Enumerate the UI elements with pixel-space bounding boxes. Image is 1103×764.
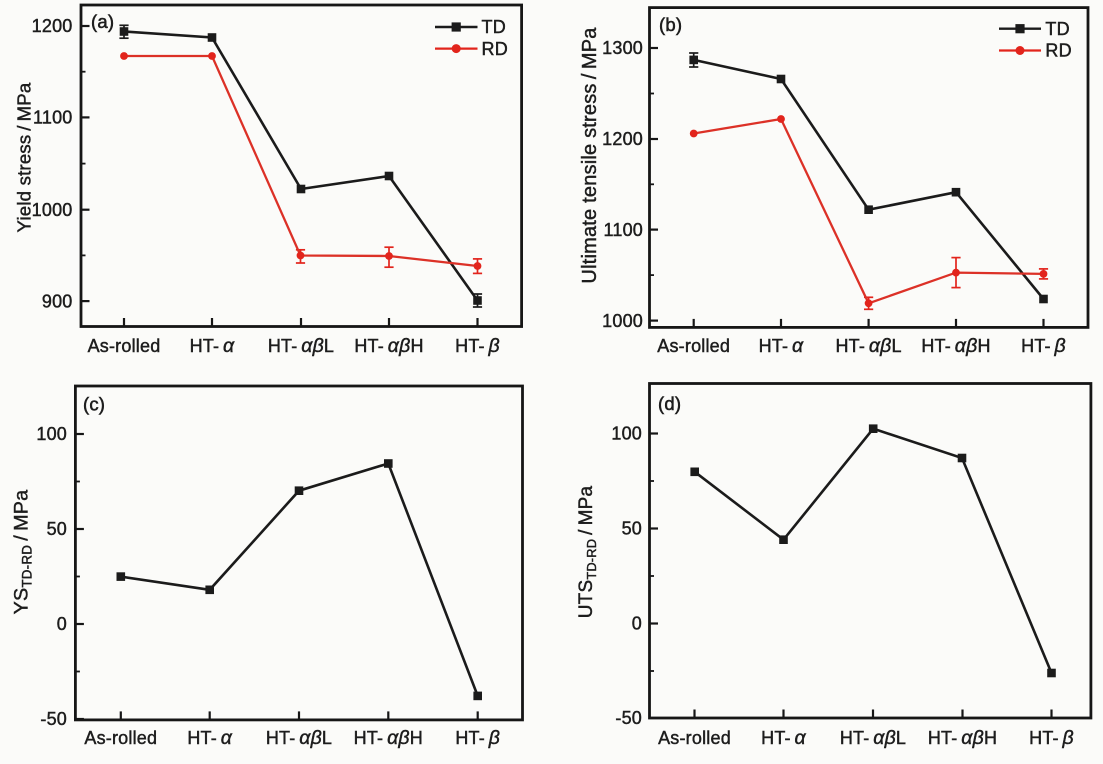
svg-text:HT- β: HT- β (1021, 335, 1066, 357)
svg-text:RD: RD (1045, 41, 1071, 61)
svg-text:0: 0 (57, 614, 67, 634)
svg-text:As-rolled: As-rolled (84, 728, 157, 748)
svg-text:HT- αβH: HT- αβH (928, 727, 997, 749)
svg-text:As-rolled: As-rolled (658, 728, 731, 748)
svg-text:TD: TD (482, 17, 506, 37)
svg-text:HT- αβH: HT- αβH (921, 335, 990, 357)
svg-text:HT- α: HT- α (761, 727, 806, 749)
svg-text:HT- α: HT- α (187, 727, 232, 749)
svg-text:1100: 1100 (603, 220, 643, 240)
svg-text:1000: 1000 (32, 200, 73, 220)
svg-text:100: 100 (611, 424, 642, 444)
svg-text:-50: -50 (615, 708, 642, 728)
svg-text:HT- αβH: HT- αβH (354, 727, 423, 749)
svg-text:(a): (a) (91, 11, 114, 32)
svg-text:50: 50 (622, 519, 642, 539)
svg-text:HT- αβH: HT- αβH (354, 335, 423, 357)
svg-text:100: 100 (36, 424, 67, 444)
svg-text:HT- αβL: HT- αβL (840, 727, 906, 749)
svg-text:1100: 1100 (33, 108, 73, 128)
svg-text:1200: 1200 (602, 129, 643, 149)
svg-text:As-rolled: As-rolled (657, 336, 730, 356)
svg-text:As-rolled: As-rolled (88, 336, 161, 356)
svg-text:-50: -50 (40, 709, 67, 729)
svg-text:HT- α: HT- α (759, 335, 804, 357)
svg-text:TD: TD (1045, 19, 1069, 39)
svg-text:HT- β: HT- β (455, 335, 500, 357)
svg-text:0: 0 (632, 614, 642, 634)
svg-text:HT- αβL: HT- αβL (268, 335, 334, 357)
svg-text:(d): (d) (658, 393, 681, 414)
svg-text:UTSTD-RD / MPa: UTSTD-RD / MPa (576, 485, 599, 618)
svg-text:(b): (b) (659, 14, 682, 35)
svg-text:(c): (c) (83, 394, 105, 415)
svg-text:HT- β: HT- β (1029, 727, 1074, 749)
svg-text:1000: 1000 (602, 311, 643, 331)
svg-text:Ultimate tensile stress / MPa: Ultimate tensile stress / MPa (579, 27, 601, 284)
svg-text:1300: 1300 (602, 38, 643, 58)
svg-text:1200: 1200 (32, 16, 73, 36)
svg-text:HT- α: HT- α (190, 335, 235, 357)
svg-text:HT- β: HT- β (455, 727, 500, 749)
svg-text:RD: RD (482, 39, 508, 59)
svg-text:HT- αβL: HT- αβL (266, 727, 332, 749)
svg-text:HT- αβL: HT- αβL (835, 335, 901, 357)
svg-text:50: 50 (47, 519, 67, 539)
svg-text:Yield stress / MPa: Yield stress / MPa (14, 82, 35, 232)
svg-text:900: 900 (42, 291, 73, 311)
